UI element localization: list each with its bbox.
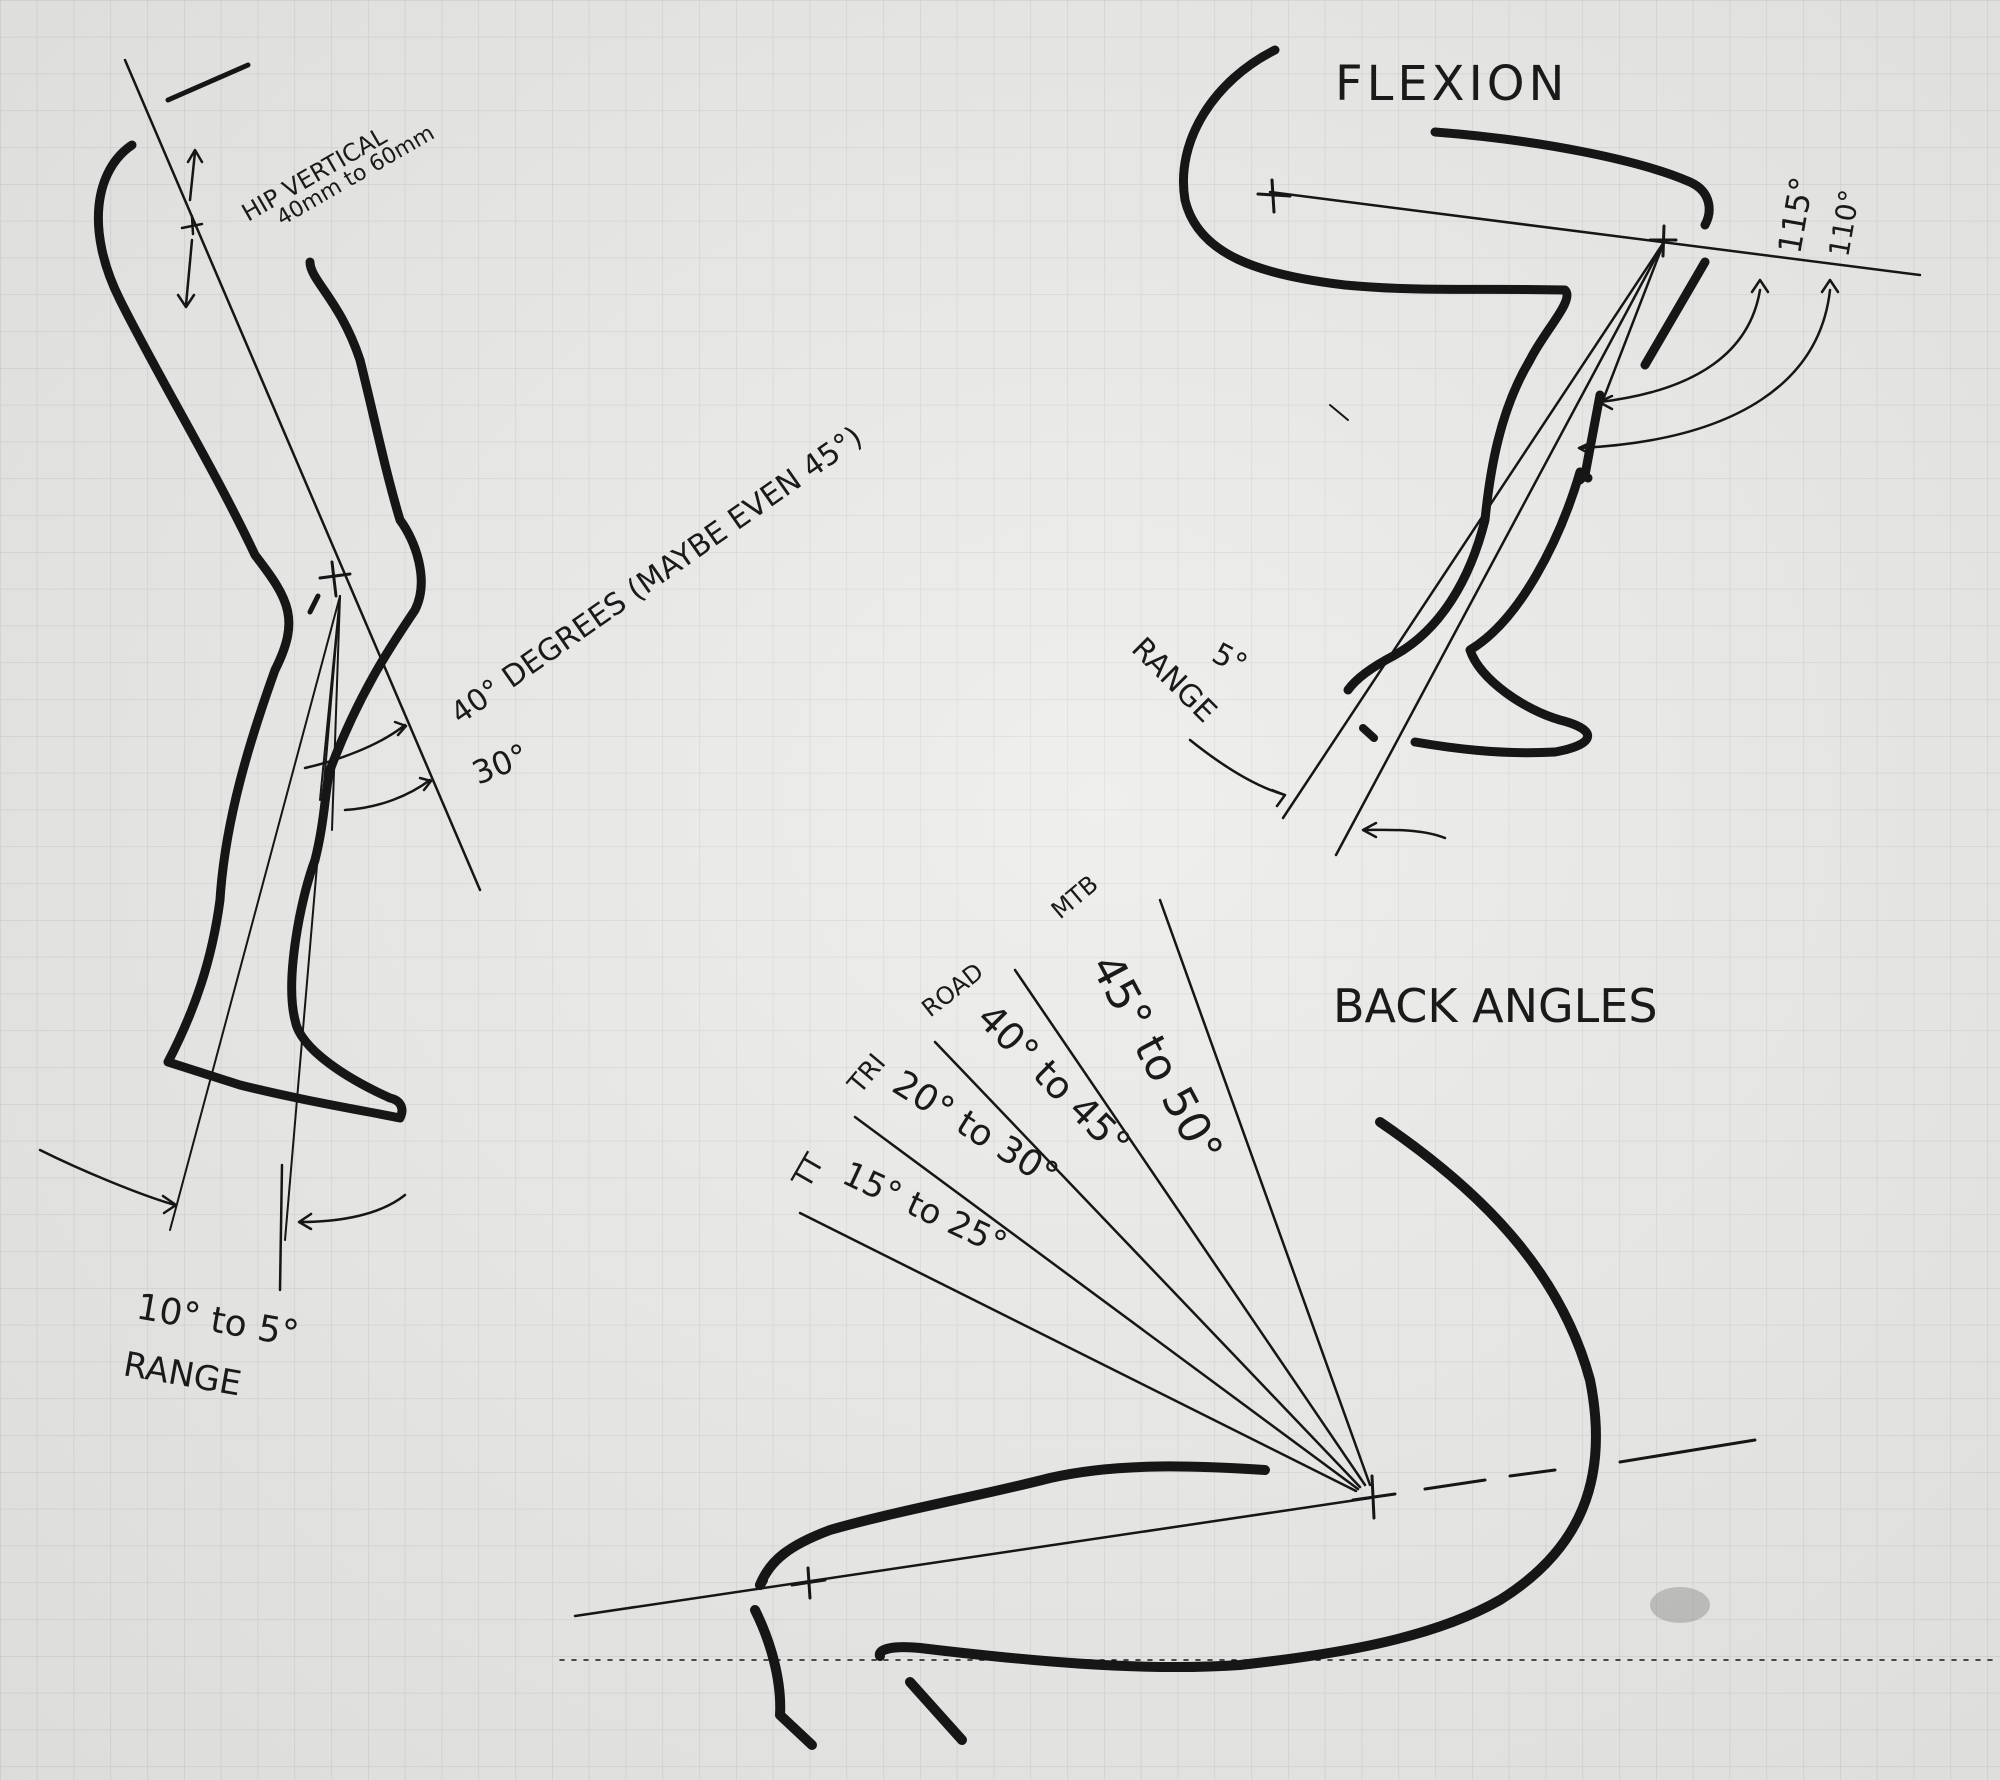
knee-angle-arcs	[303, 720, 433, 812]
flexion-thigh-axis	[1268, 190, 1922, 277]
ankle-range-arcs	[38, 1148, 407, 1231]
hip-axis-line	[123, 58, 482, 892]
paper-stain	[1650, 1587, 1710, 1623]
flexion-shin-strokes	[1410, 257, 1710, 758]
torso-axis-dash-2	[1508, 1468, 1557, 1478]
flexion-title: FLEXION	[1335, 56, 1568, 112]
leg-front-lower	[750, 1605, 817, 1750]
arm-upper	[755, 1575, 768, 1590]
hip-marker-bottom	[790, 1566, 827, 1600]
back-angles-title: BACK ANGLES	[1333, 979, 1658, 1033]
hip-top-stroke	[165, 62, 251, 103]
flexion-tick	[1329, 404, 1349, 421]
back-angle-lines	[798, 898, 1372, 1493]
torso-axis-dash-3	[1618, 1438, 1757, 1464]
knee-angle-lines	[169, 595, 341, 1241]
flexion-angle-arcs	[1577, 278, 1840, 457]
flexion-shin-axes	[1281, 240, 1666, 857]
flexion-range-arc	[1361, 821, 1447, 840]
flexion-thigh-back	[1179, 45, 1572, 695]
flexion-thigh-top	[1430, 127, 1714, 230]
shin-vertical-line	[278, 1163, 284, 1292]
hip-vertical-arrows	[176, 148, 204, 309]
torso-back-curve	[874, 1117, 1601, 1673]
torso-belly-curve	[755, 1461, 1270, 1590]
leg-back-outline	[93, 140, 426, 1123]
knee-marker-thick	[307, 593, 321, 615]
shoulder-marker	[1351, 1474, 1397, 1520]
torso-axis-line	[573, 1496, 1372, 1618]
flexion-hip-marker	[1256, 178, 1292, 214]
leg-back-lower	[905, 1677, 967, 1745]
knee-marker	[318, 560, 352, 598]
flexion-dot-mark	[1359, 724, 1378, 742]
flexion-range-pointer	[1188, 738, 1287, 808]
torso-axis-dash-1	[1423, 1478, 1487, 1491]
